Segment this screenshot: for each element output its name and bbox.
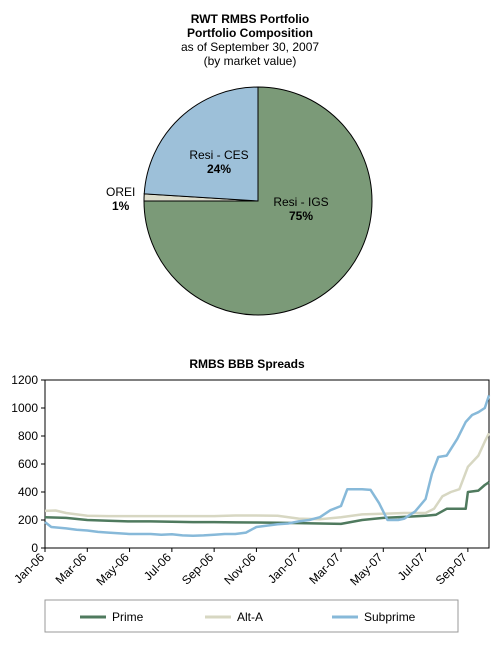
series-line-subprime [44,395,491,537]
pie-chart: Resi - CES 24% OREI 1% Resi - IGS 75% [106,86,373,316]
series-line-prime [44,481,490,526]
pie-chart-date: as of September 30, 2007 [180,40,320,54]
slice-value-resi-ces: 24% [207,162,231,176]
y-tick-label: 400 [18,485,38,499]
y-tick-label: 0 [31,541,38,555]
slice-label-orei: OREI [106,185,135,199]
x-tick-label: Sep-07 [433,550,470,587]
x-tick-label: Sep-06 [179,550,216,587]
slice-label-resi-ces: Resi - CES [189,148,248,162]
pie-slices [143,86,373,316]
series-line-alt-a [44,432,491,521]
pie-chart-title: RWT RMBS Portfolio [190,12,310,26]
legend-label-prime: Prime [112,610,144,624]
line-chart: RMBS BBB Spreads 0 200 400 600 800 1000 1200 J… [11,357,491,633]
legend: Prime Alt-A Subprime [44,599,459,633]
x-tick-label: May-07 [347,550,385,588]
y-axis: 0 200 400 600 800 1000 1200 [11,373,45,555]
x-tick-label: May-06 [93,550,131,588]
legend-label-subprime: Subprime [364,610,416,624]
x-tick-label: Mar-07 [306,550,343,587]
y-tick-label: 1200 [11,373,38,387]
y-tick-label: 600 [18,457,38,471]
slice-value-resi-igs: 75% [289,209,313,223]
x-tick-label: Nov-06 [221,550,258,587]
pie-labels: Resi - CES 24% OREI 1% Resi - IGS 75% [106,148,329,223]
pie-chart-subtitle: Portfolio Composition [187,26,313,40]
y-tick-label: 200 [18,513,38,527]
pie-slice-resi-ces [143,86,259,202]
series-lines [44,395,491,537]
pie-slice-resi-igs [143,86,373,316]
x-tick-label: Mar-06 [53,550,90,587]
pie-chart-header: RWT RMBS Portfolio Portfolio Composition… [0,12,500,68]
x-tick-label: Jan-06 [11,550,47,586]
legend-box [44,599,459,633]
y-tick-label: 800 [18,429,38,443]
line-chart-title: RMBS BBB Spreads [189,357,305,371]
slice-label-resi-igs: Resi - IGS [273,195,328,209]
slice-value-orei: 1% [112,199,130,213]
legend-label-alt-a: Alt-A [237,610,263,624]
y-tick-label: 1000 [11,401,38,415]
x-tick-label: Jul-06 [141,550,174,583]
x-tick-label: Jul-07 [395,550,428,583]
x-axis: Jan-06 Mar-06 May-06 Jul-06 Sep-06 Nov-06 Jan-… [11,548,470,588]
x-tick-label: Jan-07 [265,550,301,586]
pie-chart-basis: (by market value) [203,54,297,68]
